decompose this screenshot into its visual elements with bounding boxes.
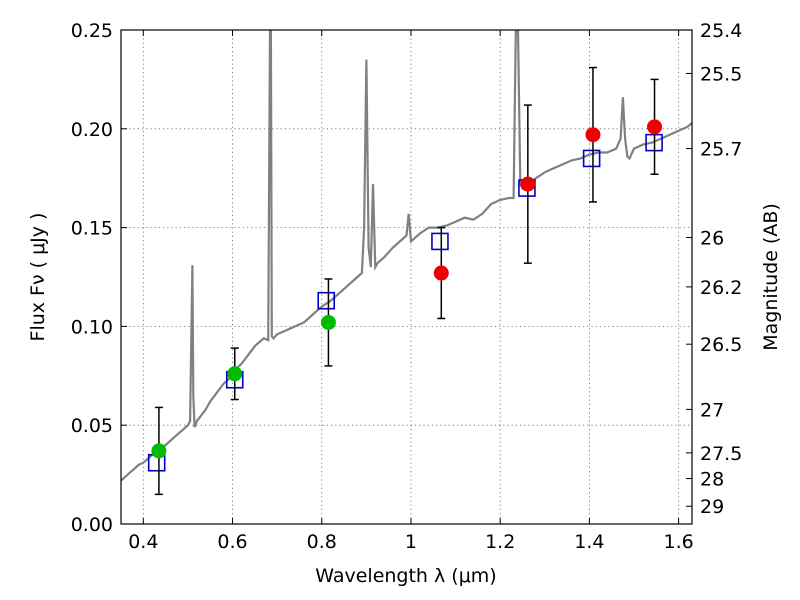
y2-tick-label: 26.2	[700, 277, 742, 299]
y2-tick-label: 26	[700, 227, 724, 249]
x-tick-label: 0.6	[217, 531, 247, 553]
axis-ticks: 0.4 0.6 0.8 1 1.2 1.4 1.6 0.00 0.05 0.10 0.15 0.20 0…	[71, 20, 743, 553]
photometry-point	[433, 265, 449, 281]
y-tick-label: 0.05	[71, 415, 113, 437]
x-tick-label: 1	[405, 531, 417, 553]
photometry-point	[520, 176, 536, 192]
y2-tick-label: 27	[700, 399, 724, 421]
y-tick-label: 0.15	[71, 218, 113, 240]
model-photometry-square	[582, 149, 601, 168]
plot-frame	[120, 29, 693, 525]
x-tick-label: 0.8	[307, 531, 337, 553]
y2-tick-label: 25.5	[700, 63, 742, 85]
y2-tick-label: 25.4	[700, 20, 742, 42]
y2-tick-label: 29	[700, 496, 724, 518]
plot-area	[121, 30, 692, 496]
photometry-point	[585, 127, 601, 143]
y2-tick-label: 28	[700, 469, 724, 491]
y-tick-label: 0.00	[71, 514, 113, 536]
model-photometry-square	[317, 291, 336, 310]
y2-tick-label: 26.5	[700, 334, 742, 356]
x-tick-label: 0.4	[128, 531, 158, 553]
y-axis-title: Flux Fν ( μJy )	[27, 213, 49, 342]
y2-tick-label: 27.5	[700, 443, 742, 465]
model-photometry-square	[431, 232, 449, 251]
y-tick-label: 0.10	[71, 316, 113, 338]
photometry-point	[320, 314, 336, 330]
photometry-point	[151, 443, 167, 459]
y-tick-label: 0.25	[71, 20, 113, 42]
photometry-point	[647, 119, 663, 135]
x-tick-label: 1.4	[574, 531, 604, 553]
grid-lines	[121, 29, 692, 525]
x-tick-label: 1.2	[485, 531, 515, 553]
x-axis-title: Wavelength λ (μm)	[315, 565, 496, 587]
x-tick-label: 1.6	[664, 531, 694, 553]
y2-axis-title: Magnitude (AB)	[760, 203, 782, 351]
y-tick-label: 0.20	[71, 119, 113, 141]
y2-tick-label: 25.7	[700, 139, 742, 161]
spectrum-line	[121, 30, 692, 482]
photometry-point	[227, 366, 243, 382]
